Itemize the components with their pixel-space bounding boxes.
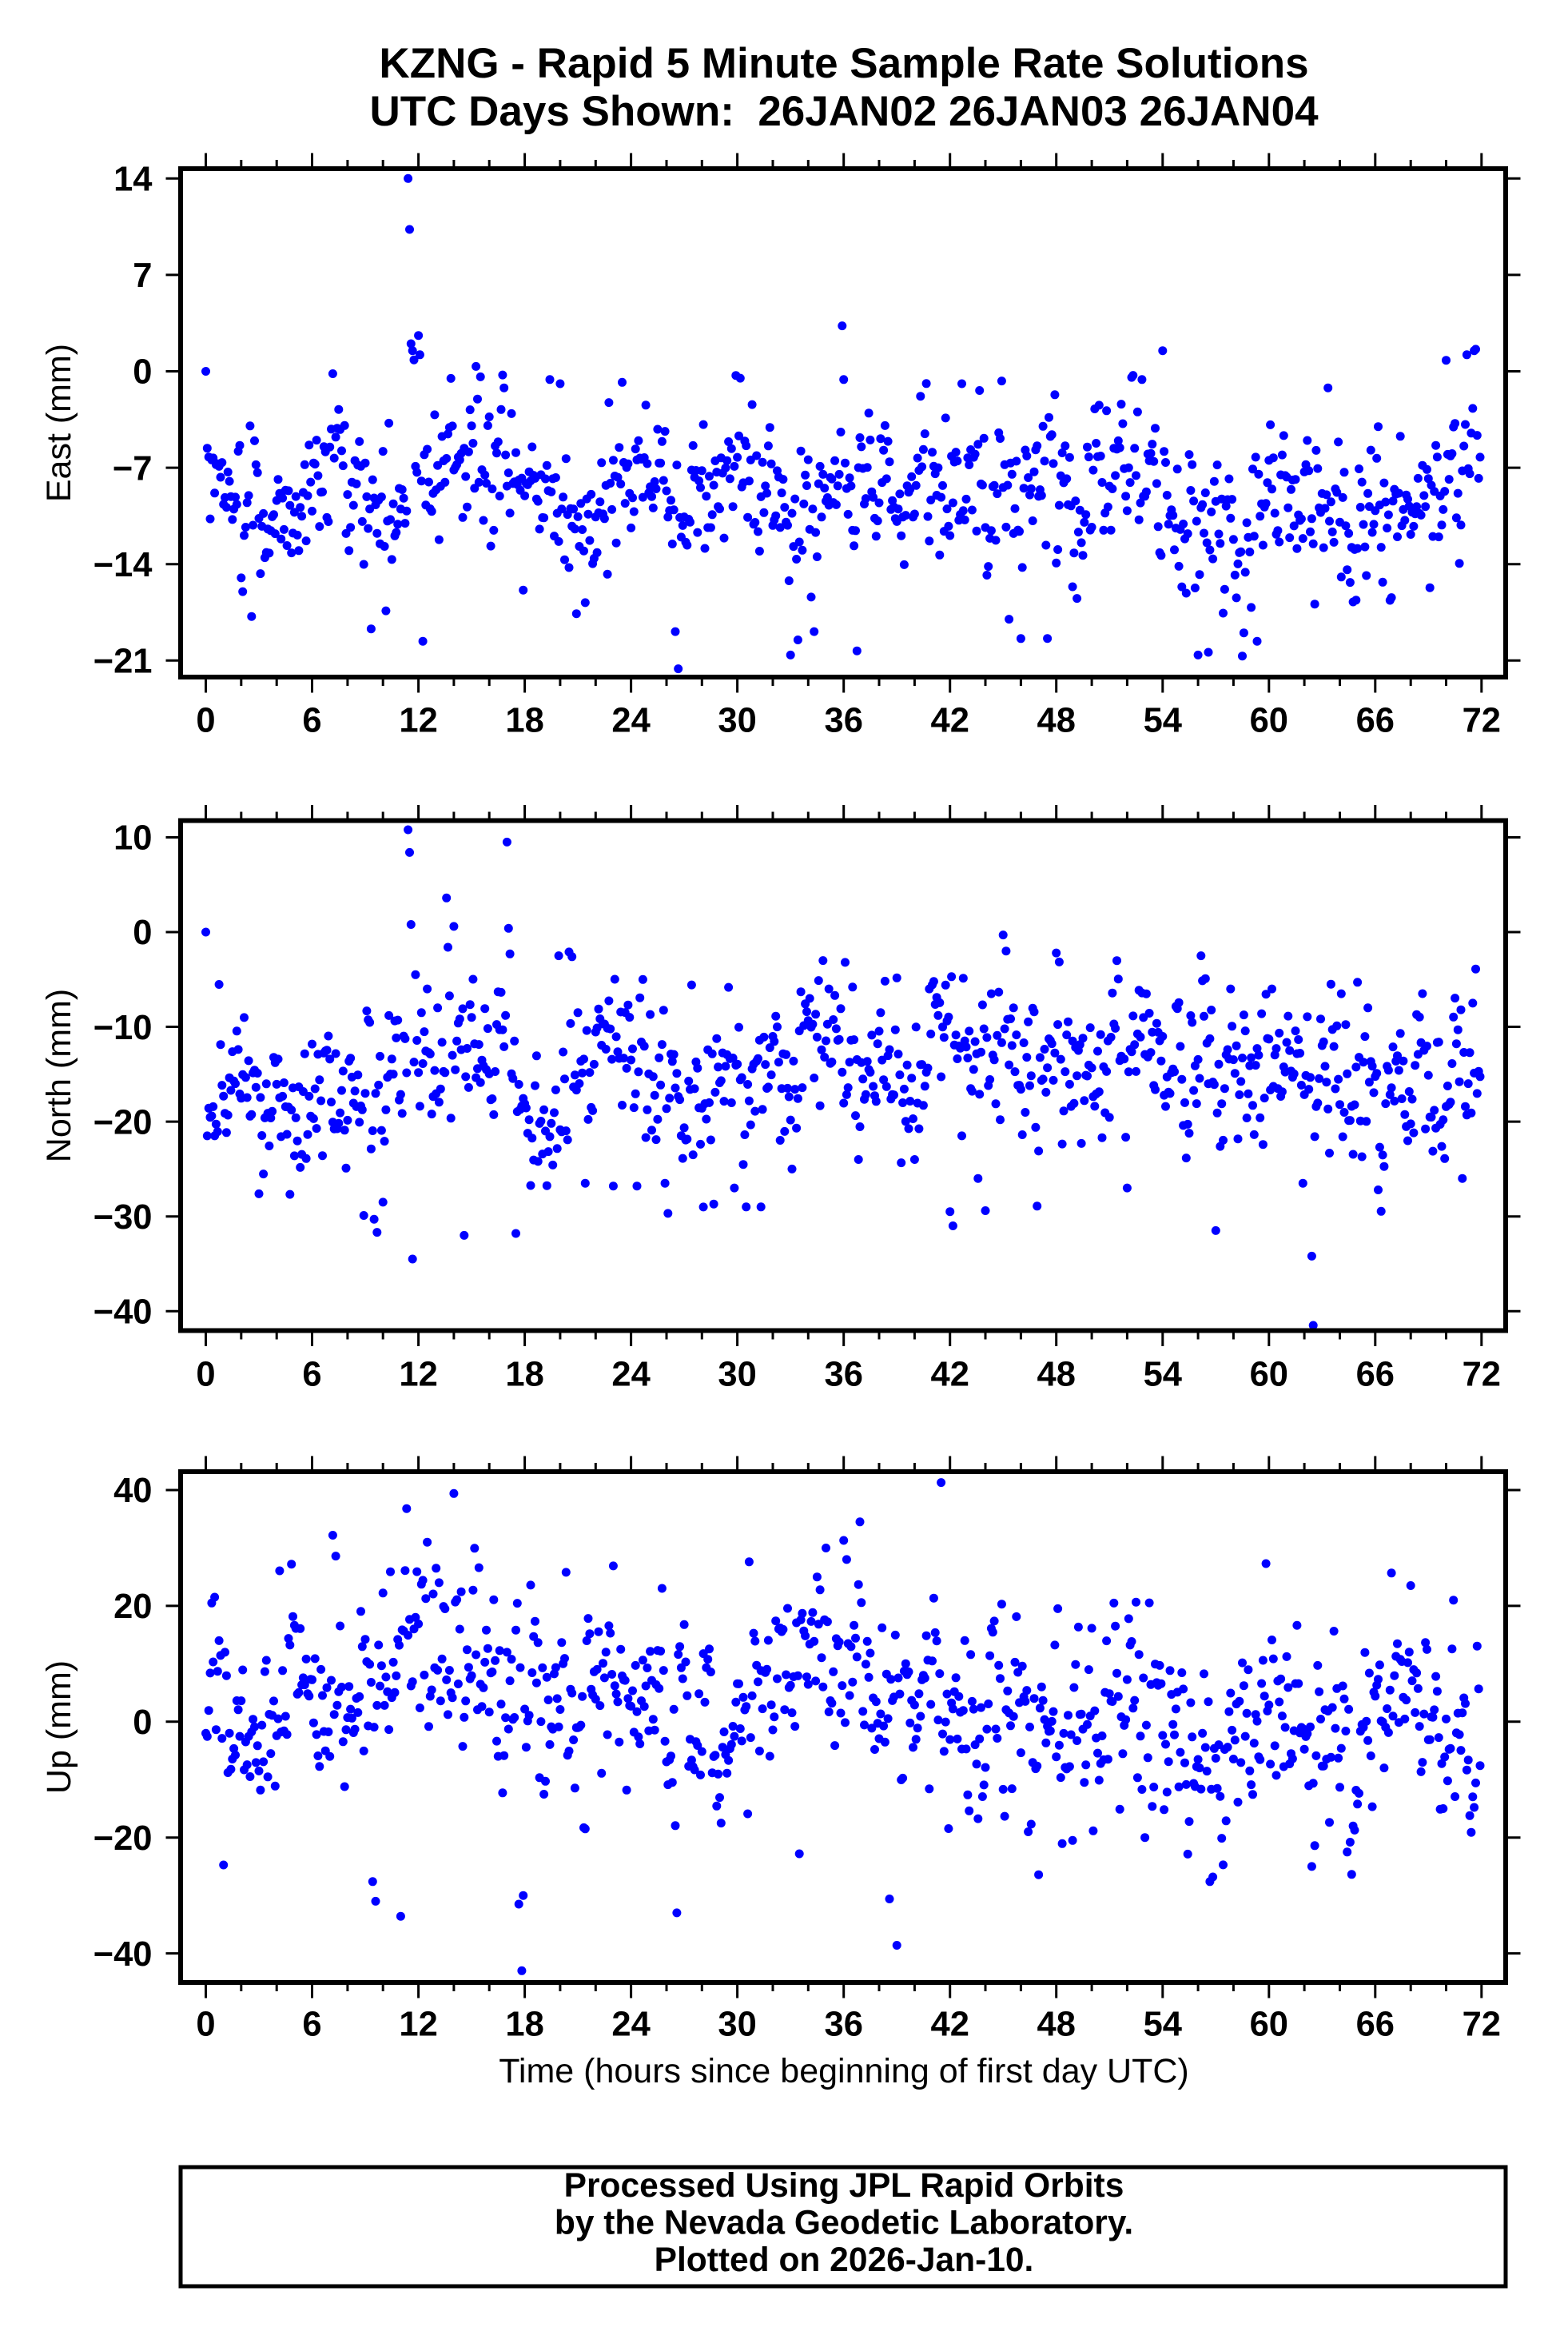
svg-text:6: 6 [302, 2006, 321, 2044]
svg-text:66: 66 [1356, 2006, 1395, 2044]
svg-text:30: 30 [718, 1356, 756, 1394]
svg-text:60: 60 [1250, 701, 1288, 739]
svg-text:Time (hours since beginning of: Time (hours since beginning of first day… [499, 2052, 1189, 2090]
svg-text:0: 0 [196, 701, 215, 739]
svg-text:24: 24 [611, 1356, 650, 1394]
svg-text:0: 0 [133, 914, 152, 952]
svg-text:7: 7 [133, 257, 152, 295]
svg-text:54: 54 [1144, 701, 1182, 739]
svg-text:36: 36 [825, 1356, 863, 1394]
svg-text:60: 60 [1250, 1356, 1288, 1394]
svg-text:48: 48 [1037, 1356, 1076, 1394]
svg-text:54: 54 [1144, 2006, 1182, 2044]
svg-text:6: 6 [302, 701, 321, 739]
svg-text:0: 0 [196, 2006, 215, 2044]
svg-text:−7: −7 [113, 449, 153, 488]
svg-text:18: 18 [505, 1356, 543, 1394]
svg-text:72: 72 [1463, 1356, 1501, 1394]
svg-text:0: 0 [133, 353, 152, 392]
svg-text:72: 72 [1463, 2006, 1501, 2044]
svg-text:by the Nevada Geodetic Laborat: by the Nevada Geodetic Laboratory. [555, 2205, 1133, 2242]
svg-text:North (mm): North (mm) [40, 989, 78, 1162]
svg-text:0: 0 [133, 1703, 152, 1742]
svg-text:0: 0 [196, 1356, 215, 1394]
svg-text:−14: −14 [94, 546, 153, 584]
svg-text:UTC Days Shown: 26JAN02 26JAN: UTC Days Shown: 26JAN02 26JAN03 26JAN04 [369, 88, 1319, 135]
svg-text:24: 24 [611, 701, 650, 739]
svg-text:66: 66 [1356, 1356, 1395, 1394]
svg-text:−10: −10 [94, 1009, 153, 1047]
svg-text:18: 18 [505, 2006, 543, 2044]
svg-text:30: 30 [718, 2006, 756, 2044]
svg-text:36: 36 [825, 701, 863, 739]
svg-text:48: 48 [1037, 2006, 1076, 2044]
svg-text:−40: −40 [94, 1935, 153, 1974]
svg-text:36: 36 [825, 2006, 863, 2044]
svg-text:Processed Using JPL Rapid Orbi: Processed Using JPL Rapid Orbits [564, 2167, 1124, 2205]
svg-text:24: 24 [611, 2006, 650, 2044]
svg-text:−20: −20 [94, 1819, 153, 1858]
svg-text:−20: −20 [94, 1103, 153, 1142]
svg-text:12: 12 [399, 701, 437, 739]
svg-text:42: 42 [931, 701, 969, 739]
svg-text:48: 48 [1037, 701, 1076, 739]
svg-text:Up (mm): Up (mm) [40, 1660, 78, 1794]
svg-text:12: 12 [399, 1356, 437, 1394]
svg-text:18: 18 [505, 701, 543, 739]
svg-text:6: 6 [302, 1356, 321, 1394]
svg-text:20: 20 [113, 1588, 152, 1626]
svg-text:42: 42 [931, 1356, 969, 1394]
svg-text:−40: −40 [94, 1293, 153, 1331]
svg-text:Plotted on 2026-Jan-10.: Plotted on 2026-Jan-10. [655, 2241, 1034, 2279]
svg-text:12: 12 [399, 2006, 437, 2044]
svg-text:60: 60 [1250, 2006, 1288, 2044]
svg-text:KZNG - Rapid 5 Minute Sample R: KZNG - Rapid 5 Minute Sample Rate Soluti… [379, 40, 1308, 87]
svg-text:66: 66 [1356, 701, 1395, 739]
svg-text:East (mm): East (mm) [40, 344, 78, 502]
svg-text:54: 54 [1144, 1356, 1182, 1394]
svg-text:14: 14 [113, 161, 152, 199]
svg-text:10: 10 [113, 819, 152, 858]
svg-text:−30: −30 [94, 1198, 153, 1237]
svg-text:72: 72 [1463, 701, 1501, 739]
svg-text:30: 30 [718, 701, 756, 739]
svg-text:40: 40 [113, 1472, 152, 1510]
svg-text:42: 42 [931, 2006, 969, 2044]
svg-text:−21: −21 [94, 643, 153, 681]
